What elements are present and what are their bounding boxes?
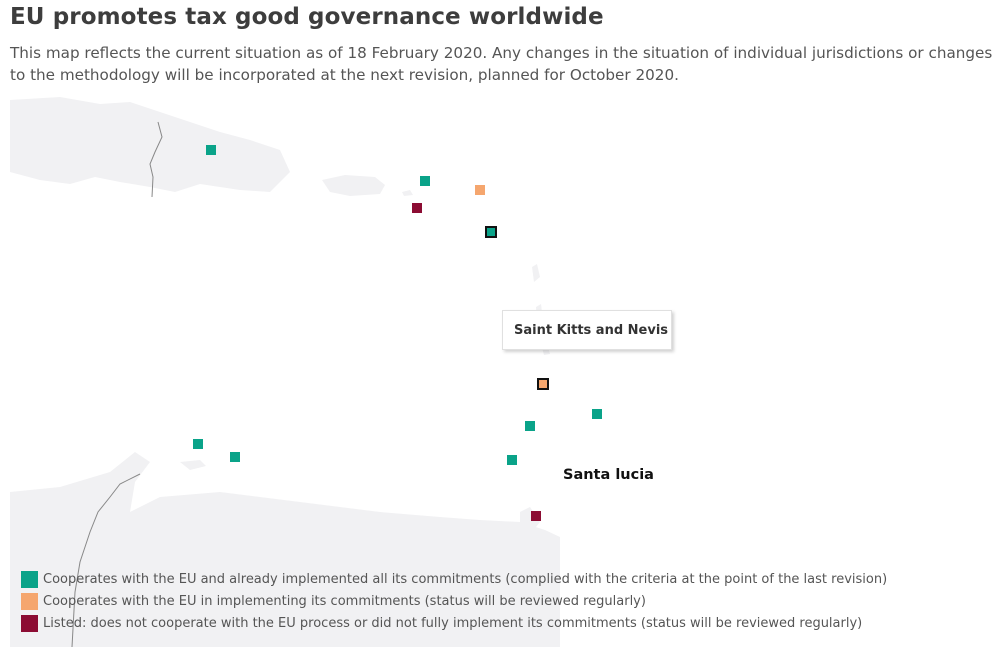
marker-grenada[interactable] xyxy=(507,455,517,465)
marker-barbados[interactable] xyxy=(592,409,602,419)
legend-item-cooperates-implementing[interactable]: Cooperates with the EU in implementing i… xyxy=(21,590,887,612)
legend-swatch-orange xyxy=(21,592,38,610)
land-shapes xyxy=(10,97,560,647)
land-hispaniola xyxy=(10,97,290,192)
label-santa-lucia: Santa lucia xyxy=(563,467,654,483)
map-tooltip: Saint Kitts and Nevis xyxy=(502,310,672,350)
marker-dominican-republic[interactable] xyxy=(206,145,216,155)
caribbean-map[interactable]: Saint Kitts and Nevis Santa lucia xyxy=(0,92,1000,647)
legend-label: Cooperates with the EU in implementing i… xyxy=(43,593,646,609)
legend-item-listed[interactable]: Listed: does not cooperate with the EU p… xyxy=(21,612,887,634)
marker-us-virgin-islands[interactable] xyxy=(412,203,422,213)
marker-aruba[interactable] xyxy=(193,439,203,449)
land-antilles-1 xyxy=(532,264,540,282)
legend-label: Listed: does not cooperate with the EU p… xyxy=(43,615,863,631)
legend-item-cooperates-implemented[interactable]: Cooperates with the EU and already imple… xyxy=(21,568,887,590)
map-svg xyxy=(10,97,602,647)
land-south-america xyxy=(10,452,560,647)
legend-swatch-green xyxy=(21,570,38,588)
page-title: EU promotes tax good governance worldwid… xyxy=(10,4,604,30)
marker-santa-lucia[interactable] xyxy=(537,378,549,390)
marker-saint-vincent[interactable] xyxy=(525,421,535,431)
marker-anguilla[interactable] xyxy=(475,185,485,195)
marker-trinidad-and-tobago[interactable] xyxy=(531,511,541,521)
land-curacao xyxy=(180,460,206,470)
land-puerto-rico xyxy=(322,175,385,196)
land-virgin-islands xyxy=(402,190,413,196)
marker-virgin-islands[interactable] xyxy=(420,176,430,186)
border-colombia-venezuela xyxy=(71,473,141,647)
page-subtitle: This map reflects the current situation … xyxy=(10,44,993,84)
marker-saint-kitts-and-nevis[interactable] xyxy=(485,226,497,238)
jurisdiction-markers xyxy=(193,145,602,521)
legend-label: Cooperates with the EU and already imple… xyxy=(43,571,888,587)
legend: Cooperates with the EU and already imple… xyxy=(21,568,887,634)
border-haiti-dr xyxy=(149,121,163,198)
borders xyxy=(71,121,163,647)
marker-curacao[interactable] xyxy=(230,452,240,462)
legend-swatch-red xyxy=(21,614,38,632)
